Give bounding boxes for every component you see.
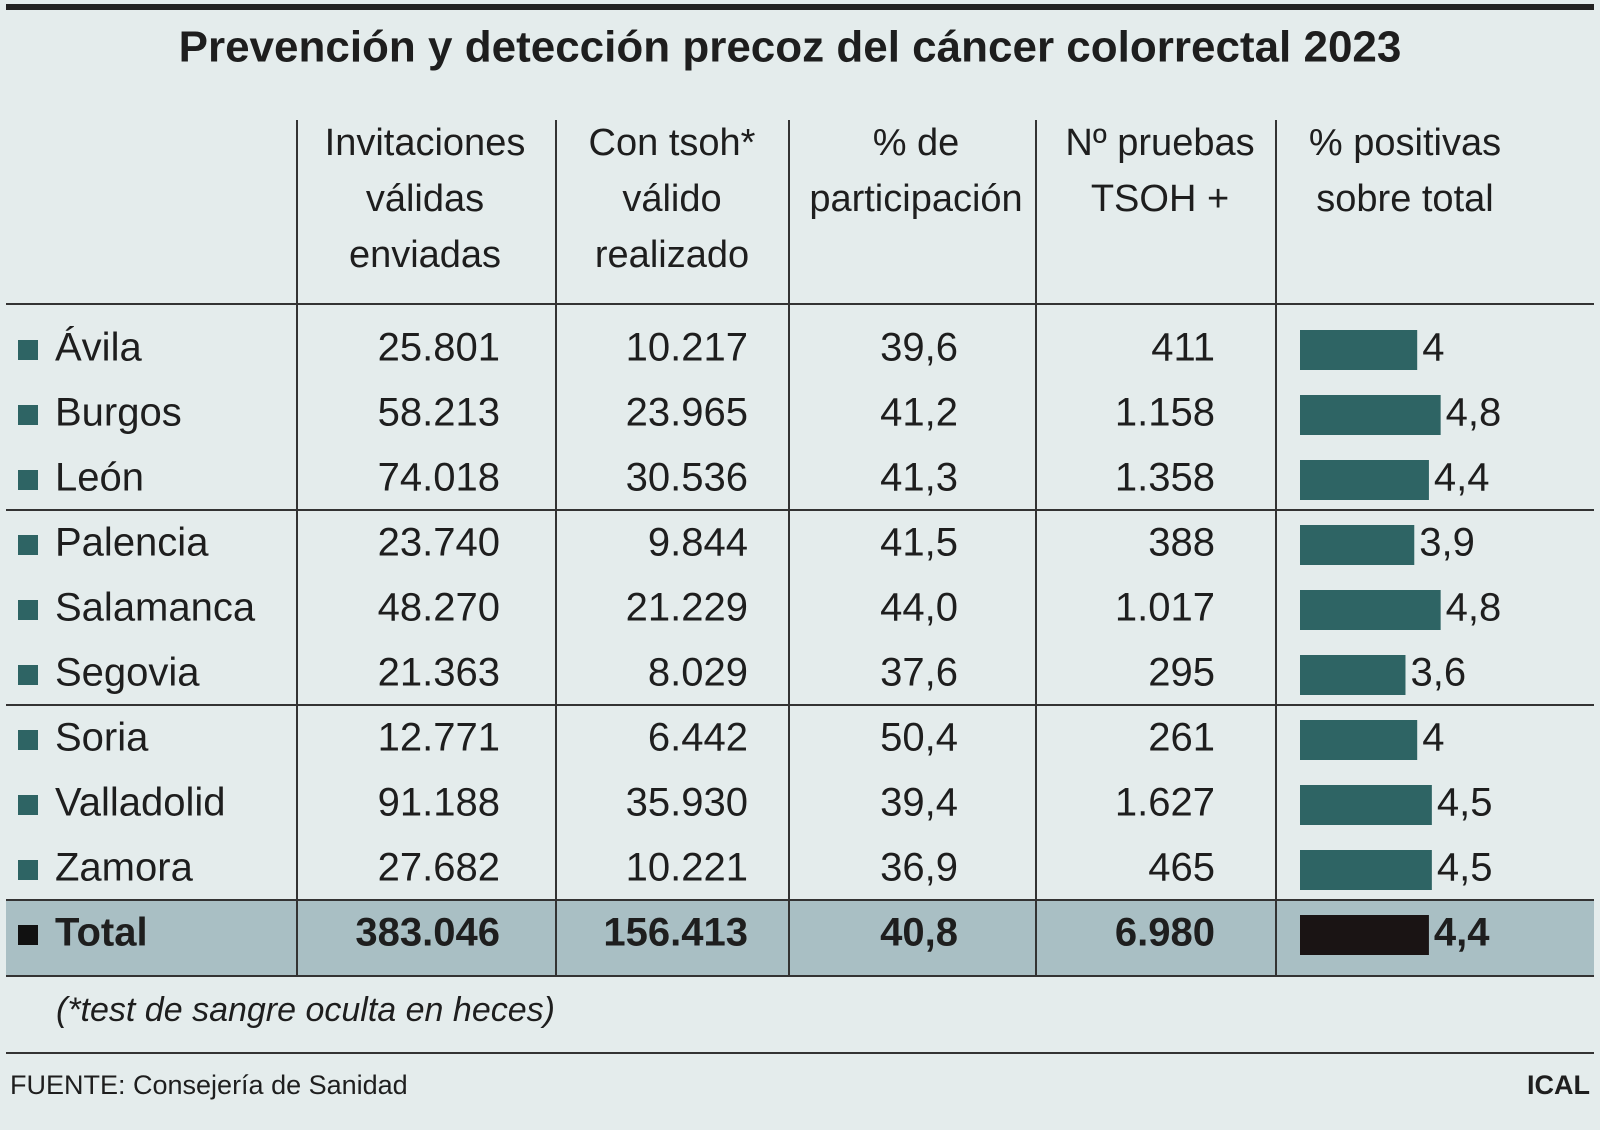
cell: 41,3 xyxy=(880,456,958,500)
cell: 30.536 xyxy=(626,456,748,500)
bar xyxy=(1300,590,1441,630)
bar xyxy=(1300,720,1418,760)
cell: 74.018 xyxy=(378,456,500,500)
row-name: Zamora xyxy=(55,846,194,890)
column-header: participación xyxy=(809,178,1022,220)
footnote: (*test de sangre oculta en heces) xyxy=(56,991,555,1029)
row-name: Segovia xyxy=(55,651,200,695)
cell: 295 xyxy=(1148,651,1215,695)
cell: 465 xyxy=(1148,846,1215,890)
cell: 6.442 xyxy=(648,716,748,760)
cell: 27.682 xyxy=(378,846,500,890)
cell: 40,8 xyxy=(880,911,958,955)
column-header: sobre total xyxy=(1316,178,1493,220)
row-marker xyxy=(18,925,38,945)
cell: 1.358 xyxy=(1115,456,1215,500)
cell: 1.158 xyxy=(1115,391,1215,435)
row-name: León xyxy=(55,456,144,500)
row-marker xyxy=(18,665,38,685)
top-rule xyxy=(6,4,1594,10)
cell: 37,6 xyxy=(880,651,958,695)
column-header: válido xyxy=(622,178,721,220)
column-header: realizado xyxy=(595,234,749,276)
row-marker xyxy=(18,860,38,880)
cell: 39,6 xyxy=(880,326,958,370)
bar-label: 4 xyxy=(1422,326,1444,370)
bar-label: 3,6 xyxy=(1410,651,1466,695)
cell: 41,5 xyxy=(880,521,958,565)
source: FUENTE: Consejería de Sanidad xyxy=(10,1070,408,1100)
cell: 388 xyxy=(1148,521,1215,565)
cell: 261 xyxy=(1148,716,1215,760)
cell: 25.801 xyxy=(378,326,500,370)
bar-label: 4,4 xyxy=(1434,911,1490,955)
cell: 21.229 xyxy=(626,586,748,630)
cell: 58.213 xyxy=(378,391,500,435)
row-marker xyxy=(18,535,38,555)
cell: 383.046 xyxy=(355,911,500,955)
cell: 36,9 xyxy=(880,846,958,890)
row-marker xyxy=(18,405,38,425)
cell: 8.029 xyxy=(648,651,748,695)
cell: 1.017 xyxy=(1115,586,1215,630)
credit: ICAL xyxy=(1527,1070,1590,1100)
cell: 23.965 xyxy=(626,391,748,435)
row-marker xyxy=(18,795,38,815)
row-name: Burgos xyxy=(55,391,182,435)
cell: 48.270 xyxy=(378,586,500,630)
cell: 23.740 xyxy=(378,521,500,565)
cell: 91.188 xyxy=(378,781,500,825)
row-name: Palencia xyxy=(55,521,209,565)
column-header: Nº pruebas xyxy=(1065,122,1254,164)
cell: 1.627 xyxy=(1115,781,1215,825)
row-name: Salamanca xyxy=(55,586,256,630)
row-marker xyxy=(18,730,38,750)
bar-label: 4,5 xyxy=(1437,781,1493,825)
cell: 44,0 xyxy=(880,586,958,630)
cell: 9.844 xyxy=(648,521,748,565)
column-header: % de xyxy=(873,122,960,164)
column-header: Invitaciones xyxy=(325,122,526,164)
cell: 6.980 xyxy=(1115,911,1215,955)
bar-label: 4,5 xyxy=(1437,846,1493,890)
row-name: Ávila xyxy=(55,325,142,370)
bar xyxy=(1300,785,1432,825)
row-name: Valladolid xyxy=(55,781,226,825)
cell: 10.221 xyxy=(626,846,748,890)
bar-label: 4 xyxy=(1422,716,1444,760)
bar xyxy=(1300,525,1415,565)
cell: 39,4 xyxy=(880,781,958,825)
column-header: Con tsoh* xyxy=(589,122,756,164)
row-marker xyxy=(18,600,38,620)
column-header: válidas xyxy=(366,178,484,220)
bar-label: 4,8 xyxy=(1446,586,1502,630)
bar xyxy=(1300,460,1429,500)
cell: 41,2 xyxy=(880,391,958,435)
cell: 12.771 xyxy=(378,716,500,760)
row-name: Total xyxy=(55,911,148,955)
column-header: TSOH + xyxy=(1091,178,1229,220)
row-marker xyxy=(18,340,38,360)
bar xyxy=(1300,850,1432,890)
bar-label: 4,8 xyxy=(1446,391,1502,435)
cell: 21.363 xyxy=(378,651,500,695)
bar-label: 3,9 xyxy=(1419,521,1475,565)
bar xyxy=(1300,655,1406,695)
title: Prevención y detección precoz del cáncer… xyxy=(179,23,1402,72)
bar xyxy=(1300,395,1441,435)
cell: 156.413 xyxy=(603,911,748,955)
cell: 50,4 xyxy=(880,716,958,760)
column-header: enviadas xyxy=(349,234,501,276)
cell: 411 xyxy=(1151,326,1215,370)
bar-label: 4,4 xyxy=(1434,456,1490,500)
column-header: % positivas xyxy=(1309,122,1501,164)
cell: 35.930 xyxy=(626,781,748,825)
bar xyxy=(1300,330,1418,370)
row-name: Soria xyxy=(55,716,149,760)
bar xyxy=(1300,915,1429,955)
cell: 10.217 xyxy=(626,326,748,370)
row-marker xyxy=(18,470,38,490)
